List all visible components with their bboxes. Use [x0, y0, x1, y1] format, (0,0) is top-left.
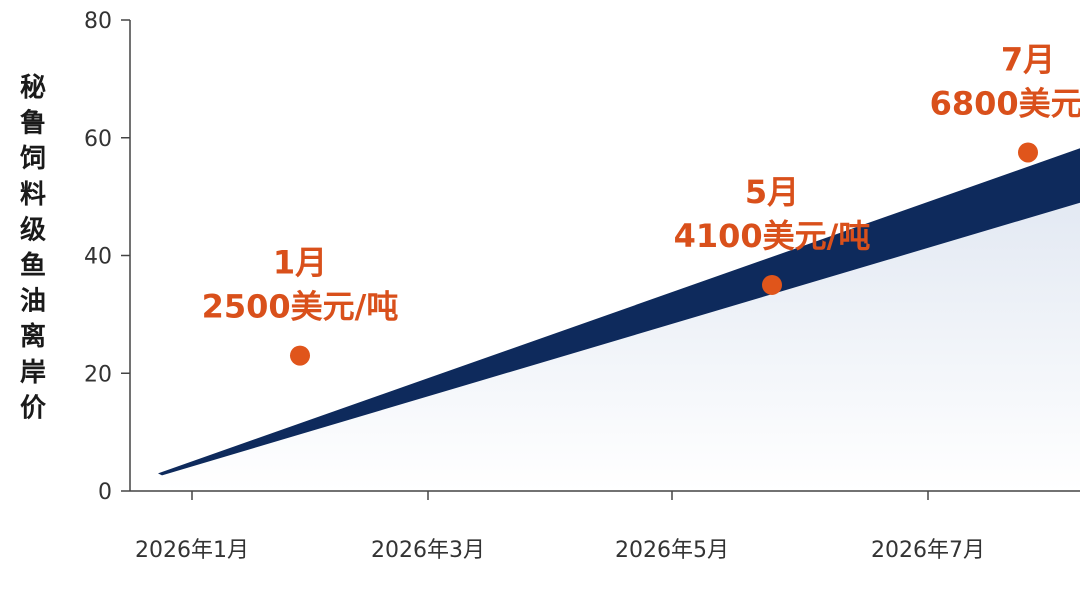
data-point	[762, 274, 782, 295]
y-tick-label: 0	[98, 480, 112, 505]
y-tick-label: 20	[84, 362, 112, 387]
y-label-char: 油	[20, 287, 46, 317]
y-tick-label: 40	[84, 245, 112, 270]
x-tick-label: 2026年1月	[135, 538, 249, 563]
y-label-char: 料	[20, 180, 46, 210]
y-label-char: 饲	[19, 144, 46, 174]
y-label-char: 价	[20, 393, 47, 423]
point-month-label: 1月	[273, 244, 327, 282]
x-tick-label: 2026年7月	[871, 538, 985, 563]
trend-band-shape	[158, 148, 1080, 476]
point-annotations: 1月 2500美元/吨 5月 4100美元/吨 7月 6800美元/吨	[202, 40, 1080, 325]
area-under-trend	[160, 202, 1080, 491]
point-month-label: 5月	[745, 173, 799, 211]
x-tick-label: 2026年3月	[371, 538, 485, 563]
trend-band	[158, 148, 1080, 476]
axes: 0 20 40 60 80 2026年1月 2026年3月 2026年5月 2026年7月	[84, 9, 1080, 563]
y-tick-label: 80	[84, 9, 112, 34]
data-points	[290, 142, 1038, 366]
y-label-char: 级	[20, 214, 46, 245]
y-label-char: 离	[20, 321, 46, 352]
point-value-label: 6800美元/吨	[930, 84, 1080, 122]
data-point	[1018, 142, 1038, 163]
y-tick-label: 60	[84, 127, 112, 152]
y-label-char: 鲁	[20, 109, 46, 139]
trend-shadow-fill	[160, 202, 1080, 491]
point-month-label: 7月	[1001, 40, 1055, 78]
point-value-label: 4100美元/吨	[674, 217, 871, 255]
y-label-char: 鱼	[20, 251, 46, 281]
data-point	[290, 345, 310, 366]
y-label-char: 岸	[20, 358, 46, 388]
x-tick-label: 2026年5月	[615, 538, 729, 563]
point-value-label: 2500美元/吨	[202, 288, 399, 326]
y-label-char: 秘	[20, 72, 46, 103]
